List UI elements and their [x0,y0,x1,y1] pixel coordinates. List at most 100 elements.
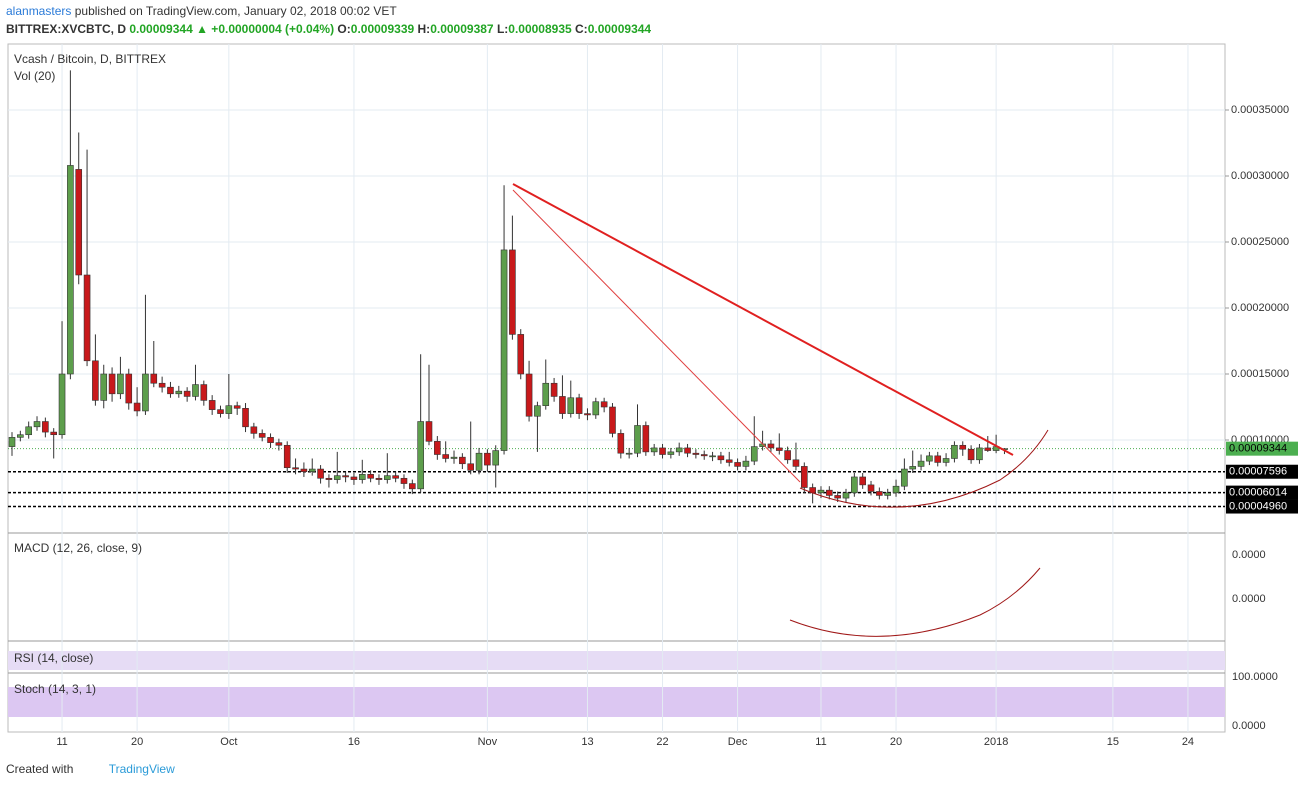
candle-body [951,444,958,459]
o: 0.00009339 [350,22,415,36]
y-tick-label: 0.00015000 [1231,368,1289,380]
header-line: alanmasters published on TradingView.com… [6,4,397,18]
candle-body [826,489,833,496]
x-tick-label: 2018 [984,736,1008,748]
candle-body [342,475,349,478]
candle-body [58,373,66,436]
l: 0.00008935 [508,22,572,36]
candle-body [200,384,208,401]
candle-body [984,447,992,451]
candle-body [158,382,166,388]
candle-body [667,451,675,455]
c-label: C: [575,22,588,36]
candle-body [867,484,875,492]
candle-body [742,460,750,467]
candle-body [450,456,458,459]
x-tick-label: 15 [1107,736,1119,748]
x-tick-label: 11 [56,736,67,748]
candle-body [333,475,341,480]
l-label: L: [496,22,509,36]
level-tag [1226,499,1298,514]
candle-body [525,373,533,417]
candle-body [876,491,883,496]
footer: Created with TradingView [6,762,175,776]
candle-body [117,373,124,395]
c: 0.00009344 [587,22,652,36]
candle-body [292,467,299,470]
candle-body [550,382,558,397]
candle-body [784,450,791,461]
macd-title: MACD (12, 26, close, 9) [14,541,142,555]
candle-body [358,474,366,480]
candle-body [242,408,249,428]
last-price-label: 0.00009344 [1229,443,1287,455]
y-tick-label: 0.00030000 [1231,170,1289,182]
candle-body [650,447,658,453]
h-label: H: [417,22,431,36]
candle-body [42,421,49,433]
candle-body [584,413,591,416]
author[interactable]: alanmasters [6,4,72,18]
candle-body [625,452,633,455]
candle-body [684,447,691,454]
rsi-band [8,651,1225,670]
stoch-tick: 0.0000 [1232,720,1266,732]
x-tick-label: 16 [348,736,360,748]
candle-body [283,444,291,469]
candle-body [383,475,391,480]
arc [789,567,1041,637]
candle-body [959,444,967,450]
candle-body [542,382,550,406]
macd-tick: 0.0000 [1232,593,1266,605]
candle-body [308,468,316,472]
candle-body [484,452,491,466]
candle-body [17,434,24,438]
candle-body [942,458,950,463]
candle-body [108,373,116,395]
candle-body [500,249,508,451]
candle-body [425,421,433,442]
candle-body [976,447,983,461]
candle-body [592,401,600,416]
level-label: 0.00006014 [1229,487,1287,499]
trendline [512,183,1014,456]
candle-body [700,454,708,457]
candle-body [792,459,800,467]
level-label: 0.00004960 [1229,500,1287,512]
candle-body [275,442,283,446]
candle-body [225,405,233,414]
candle-body [150,373,158,384]
arc [799,429,1049,508]
x-tick-label: 20 [131,736,143,748]
candle-body [725,459,733,463]
volume-label: Vol (20) [14,69,55,83]
h: 0.00009387 [430,22,494,36]
candle-body [317,468,324,479]
candle-body [926,455,933,462]
candle-body [892,485,900,494]
candle-body [559,396,566,414]
stoch-band [8,687,1225,717]
candle-body [734,462,741,467]
candle-body [8,437,16,447]
candle-body [192,384,199,397]
candle-body [392,475,399,479]
candle-body [67,165,74,375]
stoch-tick: 100.0000 [1232,671,1278,683]
candle-body [600,401,608,408]
brand[interactable]: TradingView [108,762,175,776]
candle-body [467,463,475,471]
y-tick-label: 0.00020000 [1231,302,1289,314]
macd-tick: 0.0000 [1232,549,1266,561]
candle-body [575,397,583,414]
candle-body [233,405,241,409]
candle-body [534,405,541,417]
x-tick-label: 20 [890,736,902,748]
candle-body [142,373,149,412]
x-tick-label: 24 [1182,736,1194,748]
candle-body [692,452,700,455]
candle-body [125,373,133,404]
o-label: O: [337,22,351,36]
published: published on TradingView.com, January 02… [74,4,397,18]
